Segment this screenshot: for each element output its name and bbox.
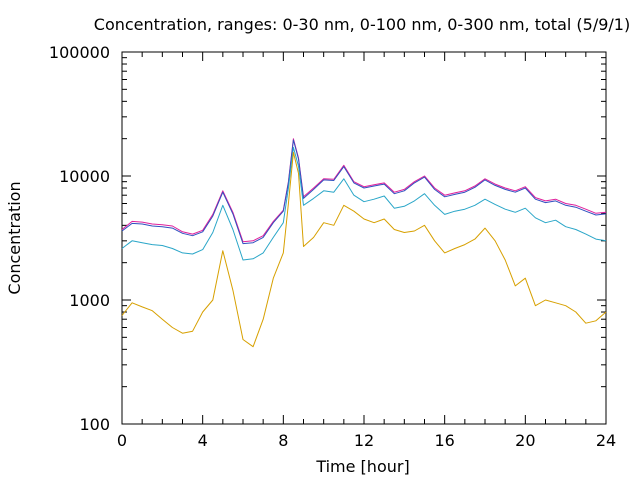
y-axis-label: Concentration bbox=[5, 181, 24, 294]
y-axis: 100 1000 10000 100000 bbox=[49, 43, 606, 434]
series-line-3 bbox=[121, 151, 607, 348]
y-tick-label: 10000 bbox=[59, 167, 110, 186]
x-axis: 0 4 8 12 16 20 24 bbox=[117, 52, 616, 450]
series-line-0 bbox=[121, 138, 607, 243]
series-line-1 bbox=[121, 139, 607, 245]
series-line-2 bbox=[121, 146, 607, 261]
x-tick-label: 24 bbox=[596, 431, 616, 450]
y-tick-label: 100000 bbox=[49, 43, 110, 62]
x-axis-label: Time [hour] bbox=[315, 457, 409, 476]
series-layer bbox=[121, 138, 607, 348]
x-tick-label: 20 bbox=[515, 431, 535, 450]
y-tick-label: 100 bbox=[79, 415, 110, 434]
y-tick-label: 1000 bbox=[69, 291, 110, 310]
x-tick-label: 0 bbox=[117, 431, 127, 450]
chart-title: Concentration, ranges: 0-30 nm, 0-100 nm… bbox=[94, 15, 630, 34]
x-tick-label: 8 bbox=[278, 431, 288, 450]
x-tick-label: 12 bbox=[354, 431, 374, 450]
x-tick-label: 4 bbox=[198, 431, 208, 450]
x-tick-label: 16 bbox=[434, 431, 454, 450]
plot-frame bbox=[121, 51, 607, 425]
